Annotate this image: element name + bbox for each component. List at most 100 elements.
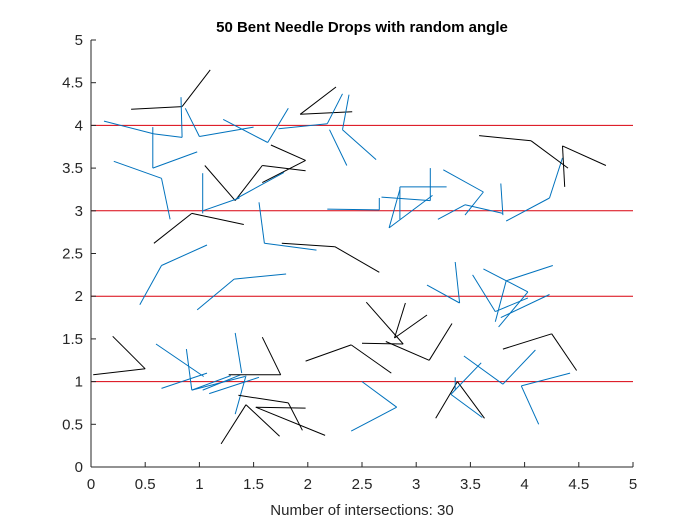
needle-segment [506,265,553,282]
needle-segment [267,108,289,143]
needle-segment-intersecting [562,145,566,187]
needle-segment [388,194,433,229]
needle-segment [185,349,193,391]
needle-segment [155,343,204,377]
needle-segment [161,244,208,266]
y-tick-label: 2.5 [62,246,83,263]
needle-segment-intersecting [365,301,404,345]
needle-segment [113,160,162,179]
needle-segment [152,151,198,169]
needle-segment [161,178,171,220]
y-tick-label: 1.5 [62,331,83,348]
needle-segment [329,129,348,166]
needle-segment-intersecting [153,213,193,244]
plot-area [91,69,633,445]
needle-segment [103,120,155,135]
x-tick-label: 2.5 [352,476,373,493]
y-tick-label: 0.5 [62,416,83,433]
needle-segment [437,204,466,220]
needle-segment-intersecting [93,368,146,376]
needle-segment-intersecting [551,333,578,371]
x-tick-label: 2 [304,476,312,493]
y-tick-label: 1 [75,374,83,391]
needle-segment [202,197,240,212]
needle-segment [505,197,550,222]
needle-segment-intersecting [270,144,306,161]
needle-segment [426,284,460,304]
needle-segment-intersecting [305,344,352,362]
needle-segment-intersecting [334,246,380,273]
needle-segment-intersecting [255,406,326,436]
needle-segment-intersecting [361,342,404,345]
needle-segment-intersecting [562,145,607,166]
needle-segment-intersecting [350,344,392,374]
needle-segment [549,157,563,199]
needle-segment [494,280,507,322]
needle-segment [209,376,260,395]
needle-segment [495,297,529,313]
needle-segment-intersecting [530,140,569,169]
needle-segment [381,196,431,202]
needle-segment [500,294,550,319]
needle-segment-intersecting [181,69,211,107]
needle-segment-intersecting [394,314,428,339]
needle-segment [443,169,484,193]
needle-segment [161,372,208,389]
needle-segment [327,208,380,211]
needle-segment-intersecting [204,165,236,201]
x-axis-label: Number of intersections: 30 [270,502,453,519]
needle-segment [520,385,540,425]
y-tick-label: 5 [75,32,83,49]
needle-segment [199,126,254,137]
x-tick-label: 5 [629,476,637,493]
needle-segment [464,191,484,216]
needle-segment [342,129,377,160]
needle-segment [472,274,496,312]
needle-segment-intersecting [385,341,430,361]
needle-segment-intersecting [299,86,337,115]
needle-segment [361,381,397,408]
needle-segment [153,133,183,138]
x-tick-label: 0 [87,476,95,493]
y-tick-label: 0 [75,459,83,476]
needle-segment-intersecting [435,381,458,419]
needle-segment [463,355,504,385]
x-tick-label: 0.5 [135,476,156,493]
needle-segment [139,265,162,305]
needle-segment-intersecting [261,336,282,376]
needle-segment-intersecting [238,394,289,404]
needle-segment [196,278,235,311]
needle-segment-intersecting [255,406,306,409]
needle-segment [450,362,482,395]
x-tick-label: 4 [520,476,528,493]
needle-segment [450,393,483,418]
needle-segment-intersecting [234,165,263,201]
needle-segment-intersecting [131,106,183,110]
needle-segment [388,189,401,229]
needle-segment [234,332,243,374]
needle-segment [342,94,350,130]
needle-segment [202,374,241,391]
chart-title: 50 Bent Needle Drops with random angle [216,19,508,36]
needle-segment-intersecting [245,404,280,437]
needle-segment [222,118,268,143]
x-tick-label: 4.5 [568,476,589,493]
needle-segment-intersecting [300,111,353,115]
y-tick-label: 4 [75,117,83,134]
needle-segment-intersecting [112,335,146,370]
needle-segment [237,171,285,199]
needle-segment-intersecting [479,135,532,142]
x-tick-label: 3 [412,476,420,493]
needle-segment [521,372,571,387]
needle-segment-intersecting [456,381,485,419]
x-tick-label: 1.5 [243,476,264,493]
needle-segment [191,375,231,391]
needle-segment [326,93,343,124]
y-tick-label: 4.5 [62,75,83,92]
needle-segment [234,273,287,280]
needle-segment [278,123,328,130]
needle-segment-intersecting [262,159,306,184]
needle-segment [350,406,397,432]
